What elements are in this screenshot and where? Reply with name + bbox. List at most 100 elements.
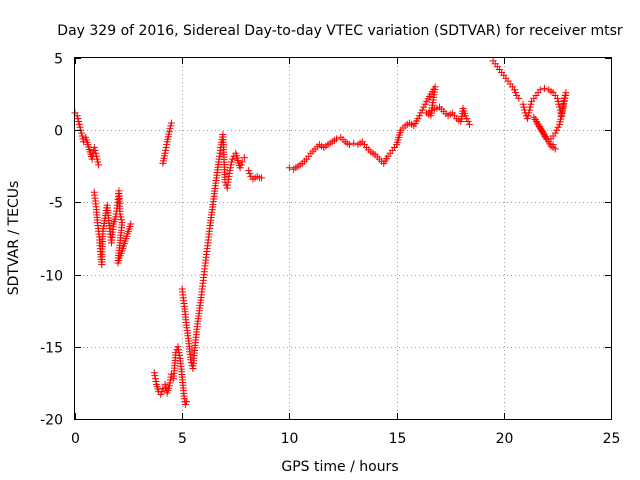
data-point (551, 145, 559, 153)
data-point (92, 149, 100, 157)
data-point (515, 94, 523, 102)
x-tick-label: 25 (603, 431, 621, 447)
data-point (94, 158, 102, 166)
data-point (526, 103, 534, 111)
data-point (465, 120, 473, 128)
data-point (238, 158, 246, 166)
data-point (127, 220, 135, 228)
y-axis-label: SDTVAR / TECUs (6, 181, 22, 296)
x-tick-labels: 0 5 10 15 20 25 (71, 431, 620, 447)
data-point (526, 106, 534, 114)
data-point (414, 115, 422, 123)
y-tick-label: -15 (40, 341, 63, 357)
y-tick-label: 0 (54, 124, 63, 140)
data-point (463, 115, 471, 123)
x-tick-label: 0 (71, 431, 80, 447)
data-point (74, 115, 82, 123)
data-point (75, 118, 83, 126)
data-point (418, 106, 426, 114)
x-axis-label: GPS time / hours (281, 459, 398, 475)
data-point (91, 146, 99, 154)
data-point (95, 161, 103, 169)
y-tick-label: 5 (54, 52, 63, 68)
data-point (536, 86, 544, 94)
x-tick-label: 10 (281, 431, 299, 447)
data-point (461, 112, 469, 120)
data-point (77, 129, 85, 137)
chart-title: Day 329 of 2016, Sidereal Day-to-day VTE… (57, 23, 623, 39)
data-point (92, 152, 100, 160)
data-point (78, 132, 86, 140)
data-point (549, 141, 557, 149)
data-point (151, 375, 159, 383)
data-point (245, 167, 253, 175)
data-point (182, 398, 190, 406)
data-point (181, 401, 189, 409)
data-point (527, 100, 535, 108)
data-point (258, 174, 266, 182)
data-point (237, 161, 245, 169)
data-point (176, 351, 184, 359)
data-points (71, 57, 570, 409)
data-point (512, 89, 520, 97)
data-point (76, 123, 84, 131)
data-point (161, 380, 169, 388)
data-point (229, 155, 237, 163)
y-tick-label: -10 (40, 269, 63, 285)
data-point (166, 379, 174, 387)
data-point (236, 164, 244, 172)
data-point (519, 100, 527, 108)
data-point (226, 167, 234, 175)
data-point (166, 125, 174, 133)
data-point (553, 126, 561, 134)
y-tick-label: -20 (40, 413, 63, 429)
data-point (227, 161, 235, 169)
data-point (161, 149, 169, 157)
data-point (75, 120, 83, 128)
data-point (79, 135, 87, 143)
data-point (553, 94, 561, 102)
axis-ticks (75, 58, 612, 420)
data-point (554, 123, 562, 131)
data-point (166, 376, 174, 384)
x-tick-label: 5 (178, 431, 187, 447)
data-point (151, 372, 159, 380)
data-point (93, 155, 101, 163)
data-point (174, 343, 182, 351)
data-point (116, 210, 124, 218)
data-point (511, 86, 519, 94)
data-point (520, 103, 528, 111)
data-point (175, 349, 183, 357)
data-point (415, 112, 423, 120)
y-tick-labels: 5 0 -5 -10 -15 -20 (40, 52, 63, 429)
data-point (225, 170, 233, 178)
data-point (285, 164, 293, 172)
data-point (163, 141, 171, 149)
x-tick-label: 20 (496, 431, 514, 447)
data-point (556, 120, 564, 128)
data-point (158, 388, 166, 396)
data-point (90, 144, 98, 152)
data-point (464, 118, 472, 126)
data-point (226, 164, 234, 172)
data-point (246, 170, 254, 178)
data-point (228, 158, 236, 166)
data-point (162, 144, 170, 152)
data-point (333, 135, 341, 143)
data-point (167, 122, 175, 130)
data-point (174, 346, 182, 354)
data-point (350, 139, 358, 147)
data-point (150, 369, 158, 377)
data-point (524, 112, 532, 120)
data-point (162, 146, 170, 154)
data-point (157, 390, 165, 398)
data-point (240, 154, 248, 162)
x-tick-label: 15 (389, 431, 407, 447)
data-point (541, 84, 549, 92)
data-point (420, 103, 428, 111)
data-point (152, 377, 160, 385)
y-tick-label: -5 (49, 196, 63, 212)
data-point (421, 100, 429, 108)
